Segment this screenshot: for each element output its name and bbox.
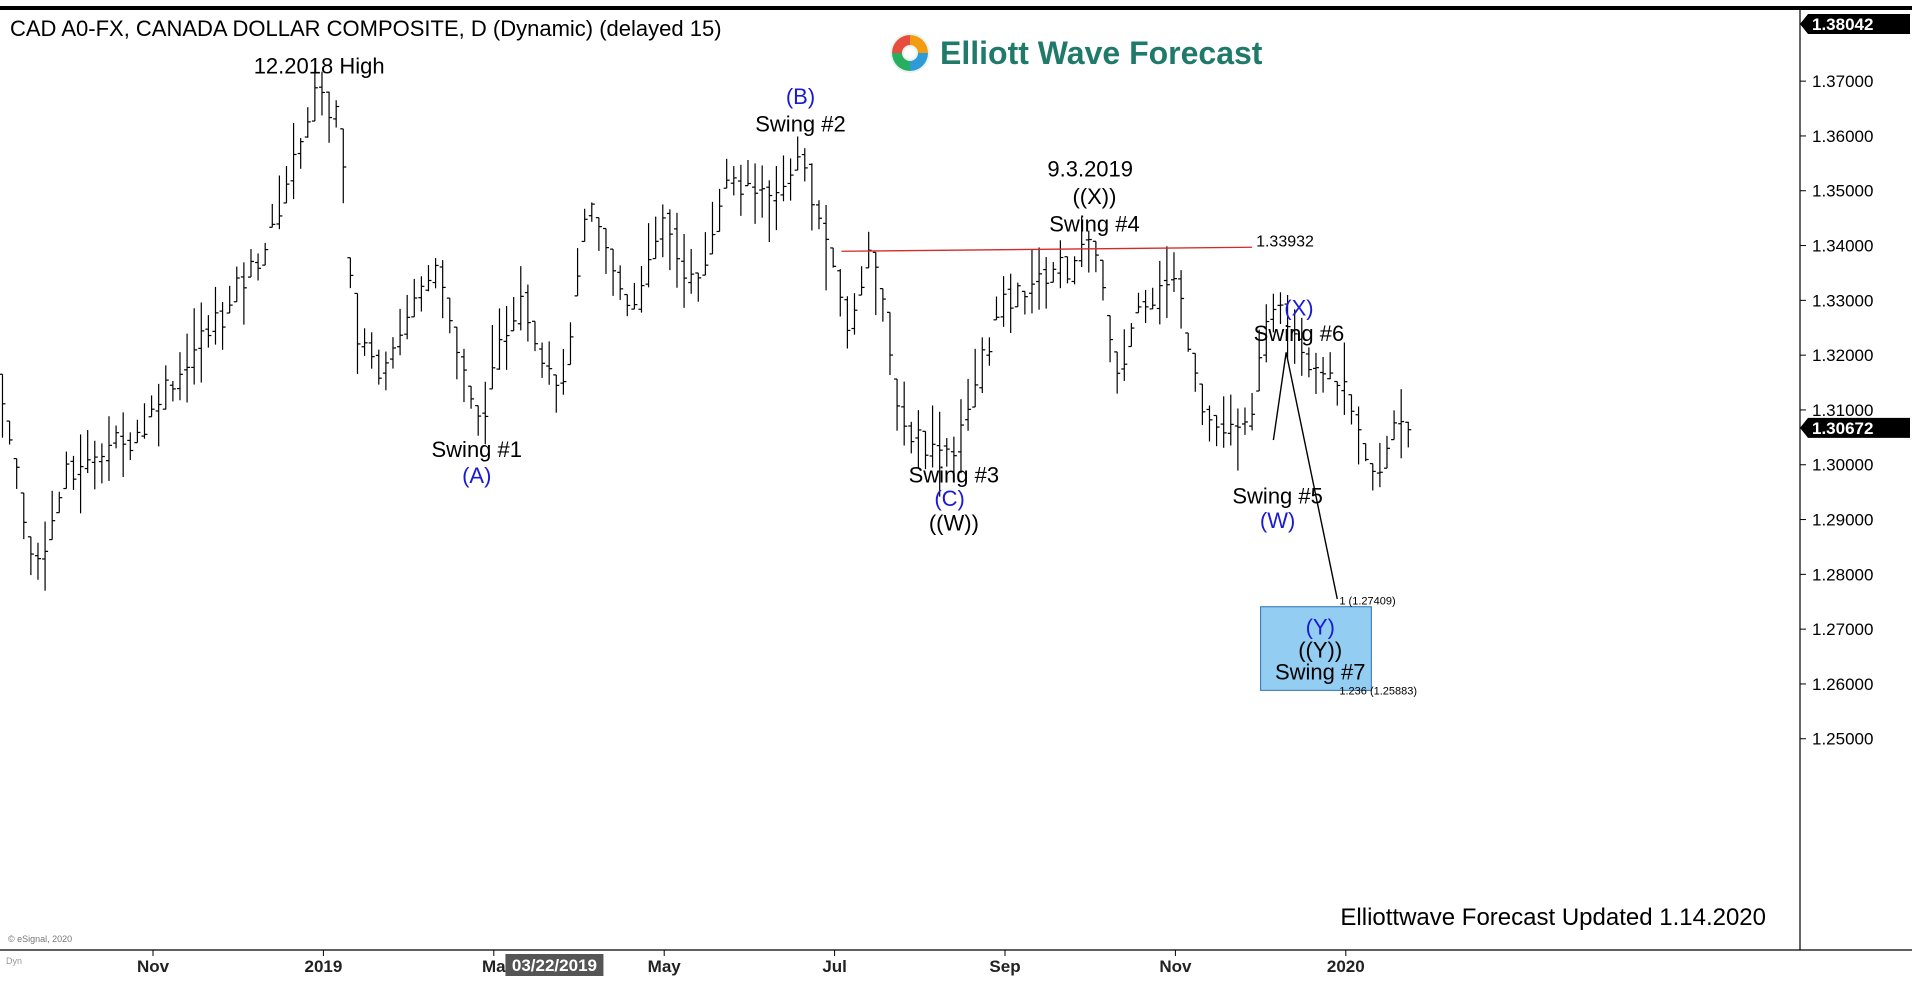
target-box [1260, 606, 1372, 691]
wave-label: ((X)) [1072, 184, 1116, 209]
esignal-copyright: © eSignal, 2020 [8, 934, 73, 944]
wave-label: (X) [1284, 296, 1313, 321]
ohlc-bars [0, 68, 1412, 591]
wave-label: Swing #6 [1254, 321, 1345, 346]
price-badge-label: 1.38042 [1812, 15, 1873, 34]
y-tick-label: 1.35000 [1812, 182, 1873, 201]
y-tick-label: 1.36000 [1812, 127, 1873, 146]
dyn-label: Dyn [6, 956, 23, 966]
wave-label: ((Y)) [1298, 638, 1342, 663]
wave-label: Swing #3 [909, 462, 1000, 487]
price-badge [1800, 417, 1910, 438]
price-badge [1800, 14, 1910, 35]
y-tick-label: 1.26000 [1812, 675, 1873, 694]
wave-label: (C) [934, 486, 965, 511]
x-tick-label: Sep [989, 957, 1020, 976]
y-tick-label: 1.27000 [1812, 620, 1873, 639]
y-tick-label: 1.34000 [1812, 237, 1873, 256]
y-tick-label: 1.31000 [1812, 401, 1873, 420]
resistance-label: 1.33932 [1256, 233, 1314, 250]
wave-label: (W) [1260, 508, 1295, 533]
x-tick-label: Ma [482, 957, 506, 976]
y-tick-label: 1.29000 [1812, 511, 1873, 530]
wave-label: Swing #4 [1049, 211, 1140, 236]
wave-label: (Y) [1306, 615, 1335, 640]
logo-icon [890, 33, 930, 73]
updated-note: Elliottwave Forecast Updated 1.14.2020 [1340, 904, 1766, 931]
y-tick-label: 1.25000 [1812, 730, 1873, 749]
wave-label: ((W)) [929, 511, 979, 536]
date-cursor-label: 03/22/2019 [512, 956, 597, 975]
wave-label: Swing #1 [432, 437, 523, 462]
wave-label: Swing #7 [1275, 660, 1366, 685]
y-tick-label: 1.37000 [1812, 72, 1873, 91]
x-tick-label: 2020 [1327, 957, 1365, 976]
wave-label: 12.2018 High [254, 53, 385, 78]
y-tick-label: 1.32000 [1812, 346, 1873, 365]
x-tick-label: 2019 [304, 957, 342, 976]
date-cursor-badge[interactable] [505, 954, 604, 976]
target-top-label: 1 (1.27409) [1339, 596, 1395, 608]
wave-label: Swing #2 [755, 112, 846, 137]
logo-text: Elliott Wave Forecast [940, 34, 1263, 71]
y-tick-label: 1.28000 [1812, 565, 1873, 584]
x-tick-label: Nov [1159, 957, 1192, 976]
x-tick-label: Jul [822, 957, 847, 976]
chart-title: CAD A0-FX, CANADA DOLLAR COMPOSITE, D (D… [10, 16, 722, 41]
logo: Elliott Wave Forecast [888, 30, 1262, 76]
wave-label: (B) [786, 84, 815, 109]
wave-label: (A) [462, 463, 491, 488]
x-tick-label: May [648, 957, 682, 976]
wave-label: 9.3.2019 [1047, 156, 1133, 181]
target-bottom-label: 1.236 (1.25883) [1339, 685, 1417, 697]
price-badge-label: 1.30672 [1812, 419, 1873, 438]
y-tick-label: 1.30000 [1812, 456, 1873, 475]
projection-path [1272, 352, 1338, 600]
wave-label: Swing #5 [1232, 484, 1323, 509]
x-tick-label: Nov [137, 957, 170, 976]
y-tick-label: 1.33000 [1812, 291, 1873, 310]
resistance-line [841, 246, 1253, 252]
